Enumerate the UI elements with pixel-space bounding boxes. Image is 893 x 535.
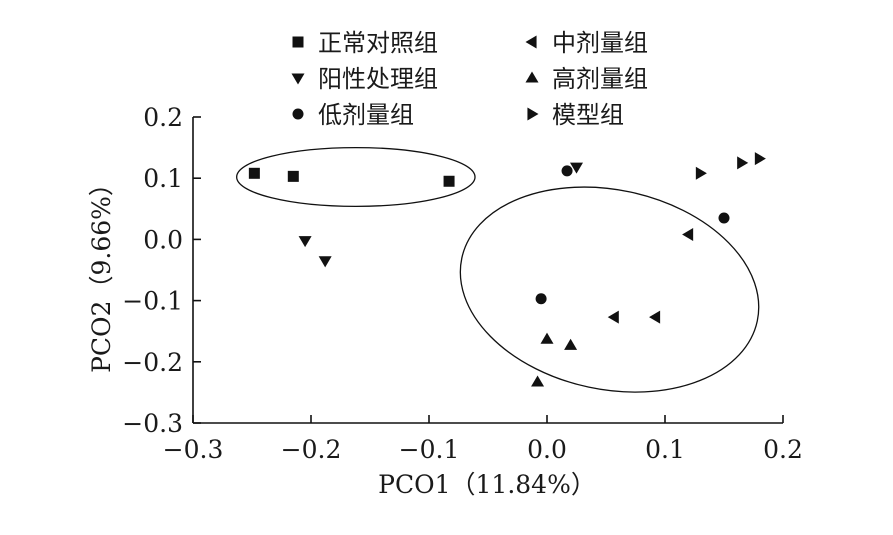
data-point-circle bbox=[561, 165, 573, 177]
group-ellipse-2 bbox=[459, 186, 760, 393]
data-point-triangle-down bbox=[570, 162, 583, 174]
y-tick-label: −0.1 bbox=[122, 287, 183, 316]
group-ellipses bbox=[236, 146, 760, 393]
tick-labels: −0.3 −0.2 −0.1 0.0 0.1 0.2 −0.3 −0.2 −0.1 0.0 0.1 0… bbox=[122, 103, 803, 464]
legend-marker-circle bbox=[292, 108, 304, 120]
group-ellipse-1 bbox=[236, 146, 476, 208]
x-axis-title: PCO1（11.84%） bbox=[378, 470, 596, 499]
legend-marker-triangle-down bbox=[291, 73, 305, 85]
legend-marker-triangle-up bbox=[525, 71, 539, 83]
data-point-square bbox=[443, 175, 455, 187]
data-points bbox=[248, 152, 766, 387]
data-point-triangle-down bbox=[298, 236, 312, 248]
x-tick-label: −0.1 bbox=[399, 435, 460, 464]
data-point-triangle-left bbox=[649, 310, 661, 324]
y-tick-label: 0.0 bbox=[143, 225, 183, 254]
legend-marker-triangle-left bbox=[525, 35, 537, 49]
y-axis-title: PCO2（9.66%） bbox=[87, 171, 116, 373]
data-point-triangle-right bbox=[737, 156, 749, 170]
legend-label: 正常对照组 bbox=[318, 29, 438, 57]
x-tick-label: 0.0 bbox=[527, 435, 567, 464]
data-point-square bbox=[248, 167, 260, 179]
y-tick-label: 0.2 bbox=[143, 103, 183, 132]
data-point-triangle-up bbox=[531, 375, 545, 387]
legend-label: 阳性处理组 bbox=[318, 65, 438, 93]
data-point-square bbox=[287, 170, 299, 182]
y-tick-label: −0.3 bbox=[122, 409, 183, 438]
data-point-circle bbox=[535, 293, 547, 305]
x-tick-label: 0.2 bbox=[763, 435, 803, 464]
legend-label: 中剂量组 bbox=[552, 29, 648, 57]
data-point-triangle-right bbox=[754, 152, 766, 166]
data-point-triangle-left bbox=[682, 228, 694, 242]
data-point-triangle-right bbox=[695, 166, 707, 180]
data-point-triangle-up bbox=[540, 332, 554, 344]
y-tick-label: 0.1 bbox=[143, 164, 183, 193]
legend-label: 模型组 bbox=[552, 101, 624, 129]
data-point-circle bbox=[718, 212, 730, 224]
axes bbox=[192, 116, 784, 424]
data-point-triangle-down bbox=[318, 256, 332, 268]
x-tick-label: −0.3 bbox=[163, 435, 224, 464]
legend-marker-triangle-right bbox=[527, 107, 539, 121]
legend-marker-square bbox=[292, 36, 304, 48]
y-tick-label: −0.2 bbox=[122, 348, 183, 377]
data-point-triangle-up bbox=[564, 338, 578, 350]
x-tick-label: 0.1 bbox=[645, 435, 685, 464]
x-tick-label: −0.2 bbox=[281, 435, 342, 464]
data-point-triangle-left bbox=[607, 310, 619, 324]
legend-label: 低剂量组 bbox=[318, 101, 414, 129]
legend-label: 高剂量组 bbox=[552, 65, 648, 93]
